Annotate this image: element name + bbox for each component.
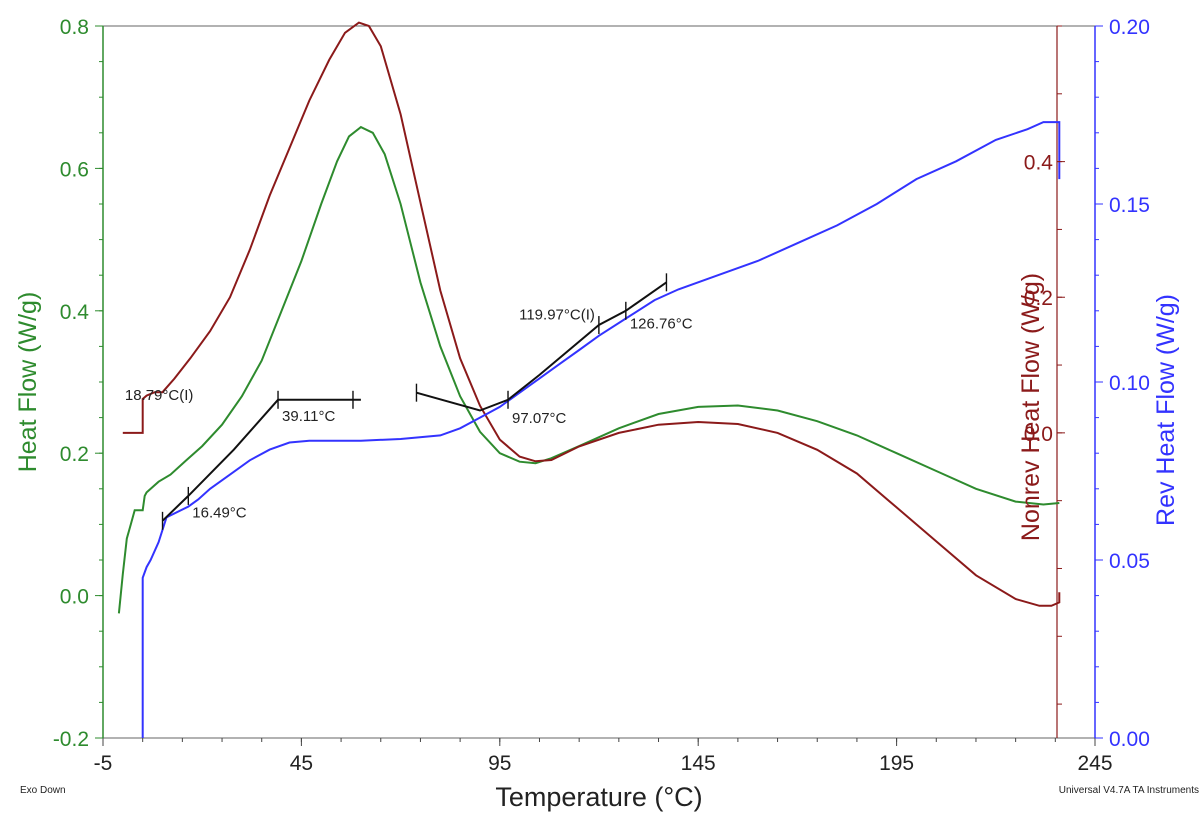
nonrev-tick-label: 0.2 <box>1024 287 1053 310</box>
left-tick-label: 0.8 <box>60 16 89 39</box>
series-line-heat_flow <box>117 125 1060 614</box>
x-tick-label: 145 <box>681 752 716 775</box>
axes-layer: -5 45 95 145 195 245 -0.2 0.0 0.2 0.4 0.6 0.8 0.0 0.2… <box>53 16 1150 775</box>
rev-axis-title: Rev Heat Flow (W/g) <box>1152 294 1180 526</box>
plot-frame <box>102 25 1096 739</box>
x-tick-label: 95 <box>488 752 511 775</box>
x-tick-label: 195 <box>879 752 914 775</box>
left-tick-label: 0.2 <box>60 443 89 466</box>
rev-tick-label: 0.15 <box>1109 194 1150 217</box>
x-axis-title: Temperature (°C) <box>495 782 702 812</box>
left-axis-title: Heat Flow (W/g) <box>14 292 42 473</box>
footer-instrument: Universal V4.7A TA Instruments <box>1059 785 1199 796</box>
footer-exo-down: Exo Down <box>20 785 66 796</box>
nonrev-tick-label: 0.4 <box>1024 152 1054 175</box>
nonrev-tick-label: 0.0 <box>1024 423 1053 446</box>
left-tick-label: 0.6 <box>60 158 89 181</box>
rev-tick-label: 0.05 <box>1109 550 1150 573</box>
annotation-label: 126.76°C <box>630 316 693 333</box>
onset-tick-marks <box>161 273 668 530</box>
x-tick-label: 45 <box>290 752 313 775</box>
series-line-nonrev <box>122 21 1061 607</box>
series-line-rev_onset_fit_2 <box>416 281 668 412</box>
x-tick-label: -5 <box>94 752 113 775</box>
series-line-rev_onset_fit_1 <box>161 398 361 522</box>
left-tick-label: -0.2 <box>53 728 89 751</box>
annotation-label: 18.79°C(I) <box>125 387 194 404</box>
series-line-rev <box>141 121 1061 738</box>
series-layer <box>117 21 1061 738</box>
annotation-label: 16.49°C <box>192 504 247 521</box>
annotation-label: 39.11°C <box>282 408 335 425</box>
rev-tick-label: 0.20 <box>1109 16 1150 39</box>
annotation-label: 119.97°C(I) <box>519 307 595 324</box>
annotation-label: 97.07°C <box>512 410 567 427</box>
rev-tick-label: 0.10 <box>1109 372 1150 395</box>
left-tick-label: 0.0 <box>60 586 89 609</box>
nonrev-axis-title: Nonrev Heat Flow (W/g) <box>1017 273 1045 541</box>
x-tick-label: 245 <box>1077 752 1112 775</box>
annotations: 18.79°C(I) 39.11°C 16.49°C 97.07°C 119.97°C(… <box>125 307 693 522</box>
left-tick-label: 0.4 <box>60 301 90 324</box>
rev-tick-label: 0.00 <box>1109 728 1150 751</box>
